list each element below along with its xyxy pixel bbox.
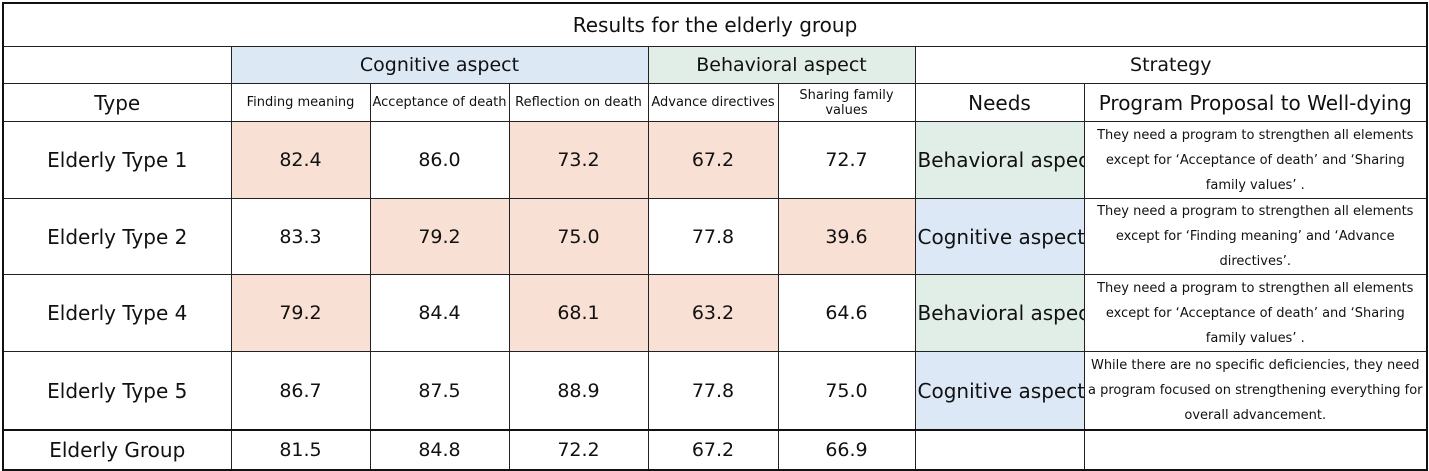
group-header-cognitive: Cognitive aspect	[230, 46, 649, 84]
value-cell: 77.8	[647, 351, 779, 431]
total-value-cell: 81.5	[230, 429, 371, 471]
needs-cell: Behavioral aspect	[914, 274, 1085, 352]
proposal-cell: While there are no specific deficiencies…	[1083, 351, 1428, 431]
proposal-cell: They need a program to strengthen all el…	[1083, 274, 1428, 352]
row-type: Elderly Type 5	[2, 351, 232, 431]
value-cell: 75.0	[777, 351, 916, 431]
value-cell: 64.6	[777, 274, 916, 352]
value-cell: 79.2	[230, 274, 371, 352]
needs-cell: Behavioral aspect	[914, 121, 1085, 199]
total-type: Elderly Group	[2, 429, 232, 471]
group-header-behavioral: Behavioral aspect	[647, 46, 916, 84]
col-header-acceptance-of-death: Acceptance of death	[369, 83, 510, 122]
value-cell: 83.3	[230, 198, 371, 275]
row-type: Elderly Type 4	[2, 274, 232, 352]
value-cell: 86.7	[230, 351, 371, 431]
value-cell: 39.6	[777, 198, 916, 275]
table-title: Results for the elderly group	[2, 2, 1428, 47]
table-row: Elderly Type 5 86.7 87.5 88.9 77.8 75.0 …	[2, 351, 1428, 431]
value-cell: 84.4	[369, 274, 510, 352]
total-value-cell: 72.2	[508, 429, 649, 471]
needs-cell: Cognitive aspect	[914, 351, 1085, 431]
needs-cell: Cognitive aspect	[914, 198, 1085, 275]
table-row: Elderly Type 4 79.2 84.4 68.1 63.2 64.6 …	[2, 274, 1428, 352]
total-needs-empty	[914, 429, 1085, 471]
value-cell: 87.5	[369, 351, 510, 431]
row-type: Elderly Type 1	[2, 121, 232, 199]
table-row: Elderly Type 1 82.4 86.0 73.2 67.2 72.7 …	[2, 121, 1428, 199]
group-header-blank	[2, 46, 232, 84]
col-header-needs: Needs	[914, 83, 1085, 122]
col-header-program-proposal: Program Proposal to Well-dying	[1083, 83, 1428, 122]
col-header-type: Type	[2, 83, 232, 122]
proposal-cell: They need a program to strengthen all el…	[1083, 121, 1428, 199]
total-row: Elderly Group 81.5 84.8 72.2 67.2 66.9	[2, 429, 1428, 471]
value-cell: 88.9	[508, 351, 649, 431]
value-cell: 63.2	[647, 274, 779, 352]
value-cell: 67.2	[647, 121, 779, 199]
value-cell: 82.4	[230, 121, 371, 199]
col-header-reflection-on-death: Reflection on death	[508, 83, 649, 122]
proposal-cell: They need a program to strengthen all el…	[1083, 198, 1428, 275]
total-value-cell: 67.2	[647, 429, 779, 471]
total-proposal-empty	[1083, 429, 1428, 471]
value-cell: 72.7	[777, 121, 916, 199]
col-header-finding-meaning: Finding meaning	[230, 83, 371, 122]
value-cell: 86.0	[369, 121, 510, 199]
value-cell: 68.1	[508, 274, 649, 352]
table-row: Elderly Type 2 83.3 79.2 75.0 77.8 39.6 …	[2, 198, 1428, 275]
row-type: Elderly Type 2	[2, 198, 232, 275]
value-cell: 73.2	[508, 121, 649, 199]
total-value-cell: 84.8	[369, 429, 510, 471]
value-cell: 75.0	[508, 198, 649, 275]
value-cell: 77.8	[647, 198, 779, 275]
group-header-strategy: Strategy	[914, 46, 1428, 84]
col-header-advance-directives: Advance directives	[647, 83, 779, 122]
value-cell: 79.2	[369, 198, 510, 275]
total-value-cell: 66.9	[777, 429, 916, 471]
col-header-sharing-family-values: Sharing family values	[777, 83, 916, 122]
